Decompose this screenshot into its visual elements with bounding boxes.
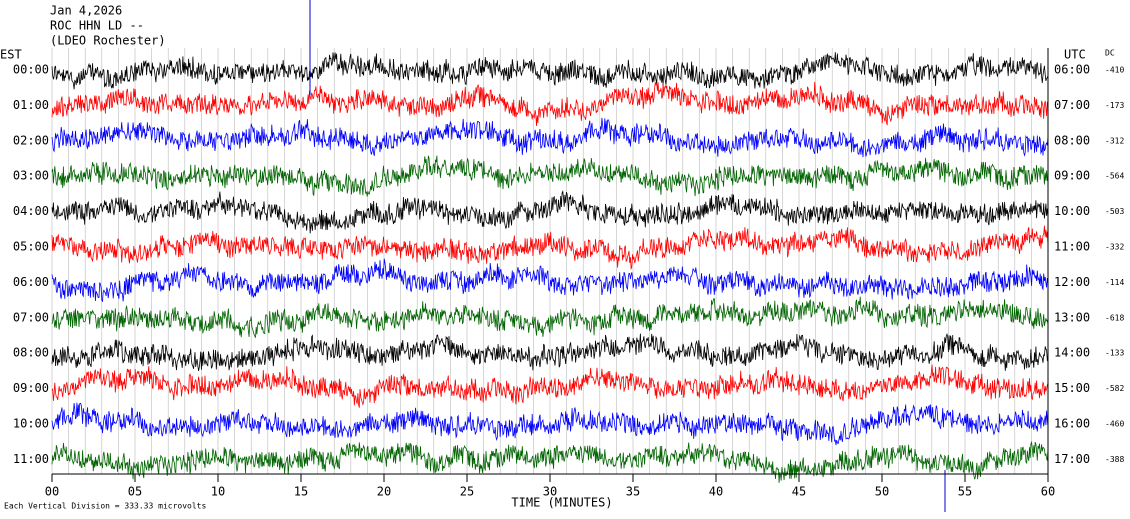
- utc-label: 11:00: [1054, 240, 1090, 254]
- est-label: 10:00: [13, 417, 49, 431]
- dc-value: -410: [1105, 66, 1124, 75]
- x-tick-label: 55: [958, 485, 972, 499]
- est-label: 08:00: [13, 346, 49, 360]
- trace: [51, 402, 1049, 446]
- est-label: 06:00: [13, 275, 49, 289]
- trace: [51, 155, 1049, 197]
- dc-value: -503: [1105, 207, 1124, 216]
- x-tick-label: 50: [875, 485, 889, 499]
- est-label: 02:00: [13, 133, 49, 147]
- utc-label: 15:00: [1054, 381, 1090, 395]
- x-axis-label: TIME (MINUTES): [511, 496, 612, 510]
- x-tick-label: 45: [792, 485, 806, 499]
- dc-value: -114: [1105, 278, 1124, 287]
- dc-value: -312: [1105, 136, 1124, 145]
- utc-label: 17:00: [1054, 452, 1090, 466]
- est-label: 05:00: [13, 240, 49, 254]
- left-axis-label: EST: [0, 48, 22, 62]
- utc-label: 12:00: [1054, 275, 1090, 289]
- network: (LDEO Rochester): [50, 34, 166, 48]
- est-label: 11:00: [13, 452, 49, 466]
- est-label: 07:00: [13, 310, 49, 324]
- dc-value: -133: [1105, 349, 1124, 358]
- x-tick-label: 25: [460, 485, 474, 499]
- trace: [51, 296, 1049, 339]
- x-tick-label: 30: [543, 485, 557, 499]
- utc-label: 08:00: [1054, 133, 1090, 147]
- est-label: 01:00: [13, 98, 49, 112]
- footer-note: Each Vertical Division = 333.33 microvol…: [4, 502, 206, 511]
- station: ROC HHN LD --: [50, 19, 144, 33]
- utc-label: 14:00: [1054, 346, 1090, 360]
- x-tick-label: 05: [128, 485, 142, 499]
- date: Jan 4,2026: [50, 4, 122, 18]
- trace: [51, 190, 1049, 234]
- trace: [51, 332, 1049, 371]
- x-tick-label: 10: [211, 485, 225, 499]
- right-axis-label: UTC: [1064, 48, 1086, 62]
- x-tick-label: 20: [377, 485, 391, 499]
- trace: [51, 364, 1049, 408]
- dc-value: -582: [1105, 384, 1124, 393]
- est-label: 04:00: [13, 204, 49, 218]
- grid: [51, 48, 1049, 474]
- utc-label: 09:00: [1054, 169, 1090, 183]
- trace: [51, 117, 1049, 158]
- est-label: 03:00: [13, 169, 49, 183]
- trace: [51, 440, 1049, 483]
- dc-value: -173: [1105, 101, 1124, 110]
- trace: [51, 258, 1049, 302]
- est-label: 09:00: [13, 381, 49, 395]
- dc-value: -564: [1105, 172, 1124, 181]
- dc-label: DC: [1105, 49, 1115, 58]
- utc-label: 07:00: [1054, 98, 1090, 112]
- x-tick-label: 60: [1041, 485, 1055, 499]
- trace: [51, 81, 1049, 127]
- utc-label: 06:00: [1054, 63, 1090, 77]
- x-tick-label: 40: [709, 485, 723, 499]
- dc-value: -388: [1105, 455, 1124, 464]
- trace: [51, 52, 1049, 90]
- dc-value: -618: [1105, 313, 1124, 322]
- dc-value: -460: [1105, 420, 1124, 429]
- traces: [51, 52, 1049, 483]
- trace: [51, 225, 1049, 271]
- est-label: 00:00: [13, 63, 49, 77]
- dc-value: -332: [1105, 243, 1124, 252]
- x-tick-label: 35: [626, 485, 640, 499]
- utc-label: 10:00: [1054, 204, 1090, 218]
- x-tick-label: 15: [294, 485, 308, 499]
- x-tick-label: 00: [45, 485, 59, 499]
- utc-label: 13:00: [1054, 310, 1090, 324]
- utc-label: 16:00: [1054, 417, 1090, 431]
